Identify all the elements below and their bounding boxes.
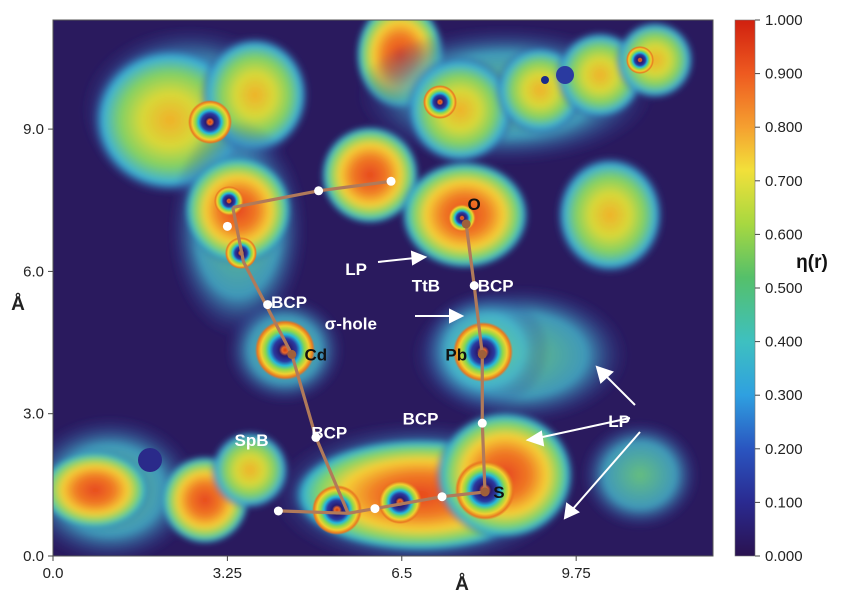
bond-critical-point bbox=[469, 281, 479, 291]
bond-critical-point bbox=[263, 300, 273, 310]
x-axis-ticks: 0.0 3.25 6.5 9.75 bbox=[43, 556, 591, 582]
annotation-label: BCP bbox=[403, 409, 439, 428]
atom-nucleus-cd bbox=[287, 349, 297, 359]
annotation-label: BCP bbox=[271, 293, 307, 312]
annotation-label: σ-hole bbox=[325, 315, 377, 334]
atom-label-o: O bbox=[468, 195, 481, 214]
colorbar-tick-label: 0.600 bbox=[765, 226, 803, 243]
atom-nucleus-pb bbox=[477, 349, 487, 359]
annotation-layer: BCP σ-hole LP TtB BCP BCP SpB BCP LP bbox=[235, 260, 630, 450]
colorbar-tick-label: 0.100 bbox=[765, 494, 803, 511]
critical-point-layer bbox=[222, 176, 490, 516]
lp-arrow-right-1 bbox=[604, 374, 636, 406]
annotation-label: LP bbox=[608, 412, 630, 431]
atom-label-layer: Cd Pb O S bbox=[304, 195, 504, 502]
bond-critical-point bbox=[386, 176, 396, 186]
colorbar-tick-label: 0.800 bbox=[765, 119, 803, 136]
plot-frame bbox=[52, 19, 714, 557]
annotation-label: SpB bbox=[235, 431, 269, 450]
colorbar-title: η(r) bbox=[796, 252, 828, 273]
x-tick-label: 3.25 bbox=[213, 565, 242, 582]
x-tick-label: 6.5 bbox=[391, 565, 412, 582]
bond-path bbox=[278, 509, 349, 515]
colorbar-ticks: 1.000 0.900 0.800 0.700 0.600 0.500 0.400 0.300… bbox=[755, 12, 803, 565]
colorbar-tick-label: 1.000 bbox=[765, 12, 803, 29]
x-tick-label: 0.0 bbox=[43, 565, 64, 582]
annotation-arrows bbox=[377, 250, 641, 520]
y-axis-ticks: 0.0 3.0 6.0 9.0 bbox=[23, 121, 53, 565]
y-tick-label: 3.0 bbox=[23, 406, 44, 423]
bond-critical-point bbox=[222, 221, 232, 231]
atom-label-pb: Pb bbox=[445, 345, 467, 364]
lp-arrowhead-right-3 bbox=[563, 502, 580, 520]
colorbar-gradient bbox=[734, 19, 756, 557]
annotation-label: BCP bbox=[478, 277, 514, 296]
atom-label-cd: Cd bbox=[304, 345, 327, 364]
colorbar: 1.000 0.900 0.800 0.700 0.600 0.500 0.400 0.300… bbox=[734, 12, 828, 565]
bond-critical-point bbox=[370, 504, 380, 514]
colorbar-tick-label: 0.200 bbox=[765, 441, 803, 458]
colorbar-tick-label: 0.000 bbox=[765, 548, 803, 565]
bond-critical-point bbox=[477, 418, 487, 428]
lp-arrow-right-3 bbox=[571, 431, 641, 511]
annotation-label: BCP bbox=[311, 424, 347, 443]
atom-nucleus-s bbox=[480, 487, 490, 497]
lp-arrowhead-right-1 bbox=[595, 365, 614, 384]
colorbar-tick-label: 0.300 bbox=[765, 387, 803, 404]
bond-critical-point bbox=[314, 186, 324, 196]
x-axis-label: Å bbox=[455, 574, 469, 595]
atom-nucleus-o bbox=[461, 219, 471, 229]
annotation-label: LP bbox=[345, 260, 367, 279]
colorbar-tick-label: 0.400 bbox=[765, 334, 803, 351]
colorbar-tick-label: 0.900 bbox=[765, 66, 803, 83]
bond-critical-point bbox=[273, 506, 283, 516]
lp-arrowhead bbox=[410, 250, 428, 266]
lp-arrow-right-2 bbox=[537, 417, 631, 439]
sigma-hole-arrowhead bbox=[449, 308, 465, 324]
y-tick-label: 9.0 bbox=[23, 121, 44, 138]
x-tick-label: 9.75 bbox=[562, 565, 591, 582]
bond-critical-point bbox=[311, 432, 321, 442]
colorbar-tick-label: 0.500 bbox=[765, 280, 803, 297]
bond-critical-point bbox=[437, 492, 447, 502]
atom-label-s: S bbox=[493, 483, 504, 502]
y-tick-label: 6.0 bbox=[23, 263, 44, 280]
elf-heatmap-field bbox=[53, 20, 713, 556]
y-tick-label: 0.0 bbox=[23, 548, 44, 565]
y-axis-label: Å bbox=[11, 294, 25, 315]
lp-arrow bbox=[377, 257, 416, 263]
lp-arrowhead-right-2 bbox=[525, 430, 545, 447]
annotation-label: TtB bbox=[412, 277, 440, 296]
colorbar-tick-label: 0.700 bbox=[765, 173, 803, 190]
